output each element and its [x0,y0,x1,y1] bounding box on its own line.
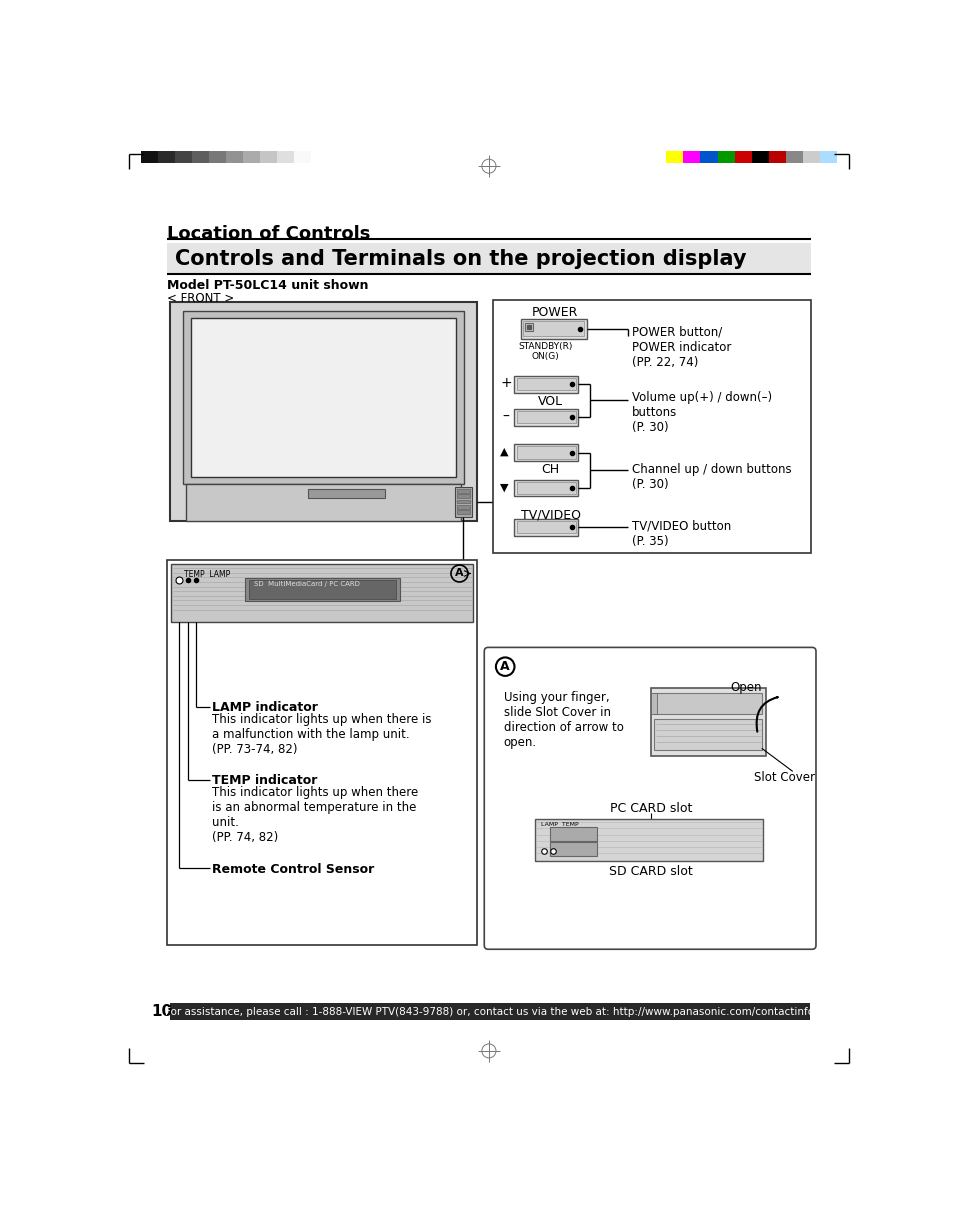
Text: This indicator lights up when there
is an abnormal temperature in the
unit.
(PP.: This indicator lights up when there is a… [212,786,418,844]
Bar [209,151,226,163]
Bar [186,484,460,521]
Text: PC CARD slot: PC CARD slot [609,803,691,815]
Text: LAMP indicator: LAMP indicator [212,701,317,715]
Bar [174,151,192,163]
Bar [183,311,464,484]
Text: Remote Control Sensor: Remote Control Sensor [212,863,375,876]
Bar [167,560,476,946]
Bar [734,151,751,163]
Text: A: A [455,569,463,578]
Bar [245,578,399,601]
Bar [522,321,583,336]
Bar [550,842,596,856]
Text: STANDBY(R)
ON(G): STANDBY(R) ON(G) [517,342,572,362]
Bar [260,151,277,163]
Bar [514,408,578,425]
Bar [455,487,472,517]
Text: TEMP indicator: TEMP indicator [212,775,317,787]
Bar [191,318,456,477]
Bar [158,151,174,163]
Bar [493,300,810,553]
Bar [785,151,802,163]
Bar [751,151,768,163]
Text: Slot Cover: Slot Cover [753,771,814,783]
Bar [517,482,575,494]
Bar [517,411,575,423]
Bar [517,378,575,390]
Text: Volume up(+) / down(–)
buttons
(P. 30): Volume up(+) / down(–) buttons (P. 30) [632,390,772,434]
Text: 10: 10 [152,1004,172,1019]
Bar [171,301,476,521]
Text: Open: Open [730,681,761,694]
Bar [141,151,158,163]
Bar [802,151,819,163]
Bar [243,151,260,163]
Bar [525,323,533,331]
Text: TV/VIDEO button
(P. 35): TV/VIDEO button (P. 35) [632,519,731,547]
Text: POWER button/
POWER indicator
(PP. 22, 74): POWER button/ POWER indicator (PP. 22, 7… [632,325,731,369]
Bar [167,243,810,274]
Bar [650,688,765,756]
Bar [717,151,734,163]
Text: SD CARD slot: SD CARD slot [608,865,692,878]
Text: Channel up / down buttons
(P. 30): Channel up / down buttons (P. 30) [632,463,791,490]
Text: SD  MultiMediaCard / PC CARD: SD MultiMediaCard / PC CARD [253,581,359,587]
Text: < FRONT >: < FRONT > [167,292,234,305]
Bar [514,445,578,462]
Bar [456,505,469,509]
Text: Controls and Terminals on the projection display: Controls and Terminals on the projection… [174,248,746,269]
Bar [517,446,575,459]
Text: Model PT-50LC14 unit shown: Model PT-50LC14 unit shown [167,280,369,293]
Bar [654,693,761,715]
Bar [517,521,575,534]
Bar [514,519,578,536]
Bar [534,819,762,862]
Bar [226,151,243,163]
Bar [294,151,311,163]
Bar [520,318,586,339]
Bar [192,151,209,163]
Bar [666,151,682,163]
Text: CH: CH [540,464,558,476]
Text: ▲: ▲ [499,447,508,457]
Bar [171,564,473,622]
Text: A: A [500,660,510,674]
Bar [819,151,836,163]
Text: VOL: VOL [537,395,562,407]
FancyArrowPatch shape [756,696,777,731]
Bar [768,151,785,163]
Text: –: – [502,410,509,424]
Text: LAMP  TEMP: LAMP TEMP [540,822,578,827]
Bar [700,151,717,163]
Bar [514,376,578,393]
Text: ▼: ▼ [499,483,508,493]
Bar [170,1003,809,1021]
Text: POWER: POWER [531,306,578,319]
Text: +: + [499,376,511,389]
Text: Location of Controls: Location of Controls [167,225,371,243]
Bar [456,511,469,515]
Bar [277,151,294,163]
Bar [456,494,469,498]
Bar [514,480,578,496]
Text: TV/VIDEO: TV/VIDEO [520,509,580,521]
Bar [456,489,469,493]
Bar [650,693,657,715]
Bar [682,151,700,163]
Bar [456,500,469,504]
Text: Using your finger,
slide Slot Cover in
direction of arrow to
open.: Using your finger, slide Slot Cover in d… [503,692,623,750]
Text: For assistance, please call : 1-888-VIEW PTV(843-9788) or, contact us via the we: For assistance, please call : 1-888-VIEW… [165,1006,814,1017]
Bar [550,827,596,841]
Bar [307,489,385,498]
Text: TEMP  LAMP: TEMP LAMP [183,570,230,580]
FancyBboxPatch shape [484,647,815,950]
Text: This indicator lights up when there is
a malfunction with the lamp unit.
(PP. 73: This indicator lights up when there is a… [212,713,432,756]
Bar [249,581,395,599]
Bar [654,719,761,750]
